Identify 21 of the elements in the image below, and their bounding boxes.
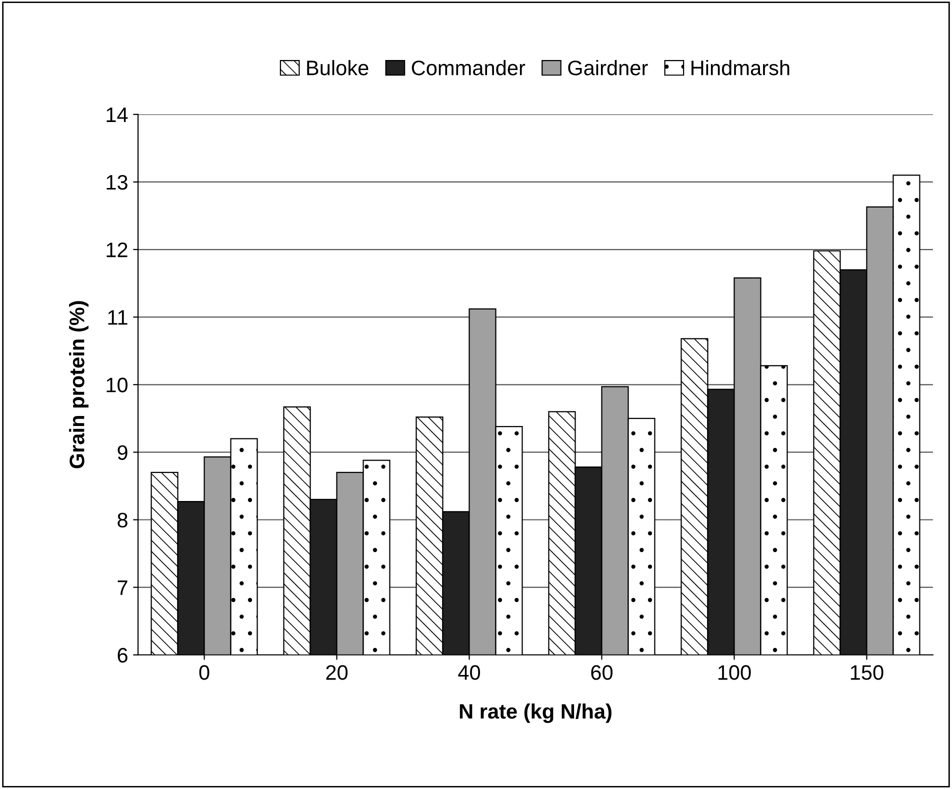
legend-label: Gairdner bbox=[568, 60, 648, 76]
y-tick-label: 9 bbox=[118, 445, 128, 460]
legend-label: Hindmarsh bbox=[692, 60, 790, 76]
y-tick-label: 14 bbox=[106, 108, 128, 122]
x-tick-label: 150 bbox=[850, 665, 884, 680]
legend-label: Commander bbox=[412, 60, 526, 76]
x-axis-title: N rate (kg N/ha) bbox=[460, 703, 612, 723]
legend-label: Buloke bbox=[307, 60, 368, 76]
x-tick-label: 0 bbox=[199, 665, 210, 680]
y-tick-label: 13 bbox=[106, 174, 128, 190]
y-tick-label: 6 bbox=[118, 648, 128, 663]
x-tick-label: 20 bbox=[326, 665, 348, 680]
x-tick-label: 100 bbox=[718, 665, 751, 680]
y-tick-label: 7 bbox=[118, 580, 128, 595]
y-axis-title: Grain protein (%) bbox=[69, 301, 88, 468]
y-tick-label: 8 bbox=[118, 512, 128, 528]
x-tick-label: 60 bbox=[591, 665, 613, 680]
x-tick-label: 40 bbox=[458, 665, 480, 680]
y-tick-label: 10 bbox=[106, 378, 128, 392]
y-tick-label: 11 bbox=[108, 310, 128, 325]
y-tick-label: 12 bbox=[106, 242, 128, 258]
